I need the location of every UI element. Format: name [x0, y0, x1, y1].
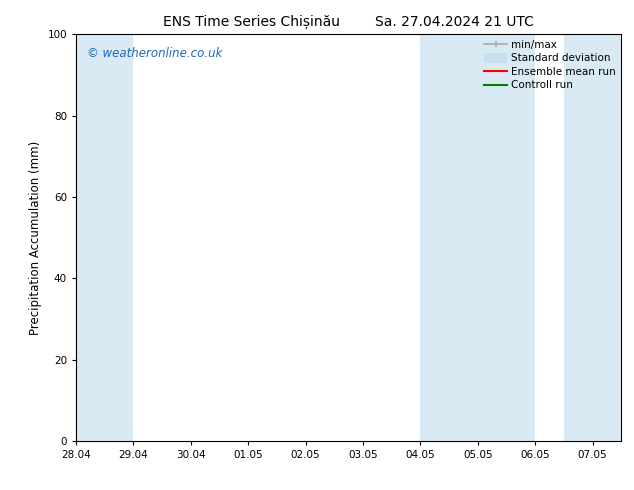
Text: © weatheronline.co.uk: © weatheronline.co.uk [87, 47, 223, 59]
Bar [564, 34, 621, 441]
Title: ENS Time Series Chișinău        Sa. 27.04.2024 21 UTC: ENS Time Series Chișinău Sa. 27.04.2024 … [164, 15, 534, 29]
Legend: min/max, Standard deviation, Ensemble mean run, Controll run: min/max, Standard deviation, Ensemble me… [482, 37, 618, 93]
Bar [420, 34, 535, 441]
Y-axis label: Precipitation Accumulation (mm): Precipitation Accumulation (mm) [29, 141, 42, 335]
Bar [76, 34, 134, 441]
